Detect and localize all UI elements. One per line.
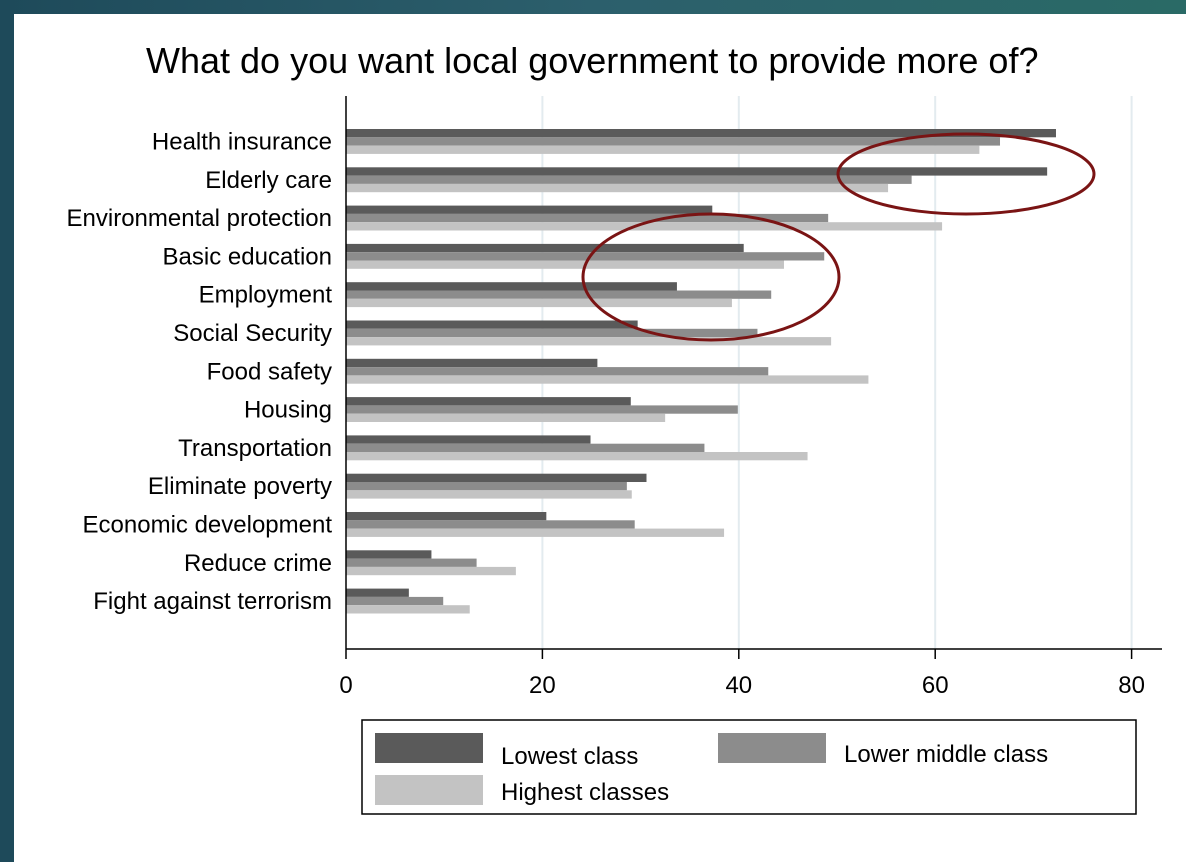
category-label-employment: Employment [199, 282, 333, 309]
bar-social-security-lower-middle-class [346, 328, 758, 338]
bar-eliminate-poverty-highest-classes [346, 490, 632, 499]
bar-basic-education-highest-classes [346, 260, 784, 269]
bar-employment-highest-classes [346, 298, 732, 308]
legend-label-highest-classes: Highest classes [501, 779, 669, 806]
highlight-ellipse-1 [836, 132, 1096, 216]
bar-transportation-highest-classes [346, 452, 808, 461]
legend-swatch-highest-classes [375, 775, 483, 805]
bar-fight-against-terrorism-highest-classes [346, 605, 470, 614]
category-label-transportation: Transportation [178, 435, 332, 462]
bar-environmental-protection-lowest-class [346, 205, 713, 214]
bar-economic-development-highest-classes [346, 528, 725, 537]
bar-reduce-crime-lower-middle-class [346, 558, 477, 567]
bar-environmental-protection-lower-middle-class [346, 213, 829, 223]
bar-housing-lower-middle-class [346, 405, 738, 414]
bar-housing-lowest-class [346, 397, 631, 406]
bar-housing-highest-classes [346, 413, 666, 422]
highlight-ellipse-2 [581, 212, 841, 342]
legend-swatch-lowest-class [375, 733, 483, 763]
category-label-environmental-protection: Environmental protection [67, 205, 332, 232]
legend-label-lowest-class: Lowest class [501, 743, 638, 770]
annotations [581, 132, 1096, 342]
category-label-economic-development: Economic development [83, 511, 333, 538]
category-label-elderly-care: Elderly care [205, 167, 332, 194]
legend-swatch-lower-middle-class [718, 733, 826, 763]
x-tick-label-60: 60 [922, 672, 949, 699]
category-label-fight-against-terrorism: Fight against terrorism [93, 588, 332, 615]
category-label-eliminate-poverty: Eliminate poverty [148, 473, 332, 500]
bars [346, 129, 1056, 614]
bar-basic-education-lower-middle-class [346, 252, 825, 261]
bar-basic-education-lowest-class [346, 243, 744, 253]
bar-transportation-lowest-class [346, 435, 591, 444]
x-tick-labels: 0 20 40 60 80 [339, 672, 1145, 699]
axes [345, 96, 1162, 659]
category-label-health-insurance: Health insurance [152, 128, 332, 155]
bar-employment-lowest-class [346, 282, 677, 291]
category-labels: Health insurance Elderly care Environmenta… [67, 128, 333, 615]
category-label-basic-education: Basic education [163, 243, 332, 270]
bar-economic-development-lower-middle-class [346, 520, 635, 529]
bar-food-safety-lowest-class [346, 358, 598, 368]
chart-title: What do you want local government to pro… [146, 40, 1038, 81]
legend: Lowest class Lower middle class Highest cl… [361, 719, 1137, 815]
bar-economic-development-lowest-class [346, 512, 547, 521]
category-label-housing: Housing [244, 397, 332, 424]
category-label-reduce-crime: Reduce crime [184, 550, 332, 577]
category-label-social-security: Social Security [173, 320, 332, 347]
slide-panel: What do you want local government to pro… [14, 14, 1186, 862]
bar-eliminate-poverty-lowest-class [346, 473, 647, 482]
bar-elderly-care-highest-classes [346, 183, 889, 193]
bar-social-security-lowest-class [346, 320, 638, 329]
bar-eliminate-poverty-lower-middle-class [346, 482, 627, 491]
bar-reduce-crime-lowest-class [346, 550, 432, 559]
bar-social-security-highest-classes [346, 337, 832, 346]
category-label-food-safety: Food safety [207, 358, 332, 385]
bar-health-insurance-highest-classes [346, 145, 980, 154]
legend-label-lower-middle-class: Lower middle class [844, 741, 1048, 768]
bar-elderly-care-lower-middle-class [346, 175, 912, 184]
bar-fight-against-terrorism-lower-middle-class [346, 596, 444, 606]
bar-fight-against-terrorism-lowest-class [346, 588, 409, 597]
bar-transportation-lower-middle-class [346, 443, 705, 452]
x-tick-label-80: 80 [1118, 672, 1145, 699]
x-tick-label-40: 40 [725, 672, 752, 699]
bar-employment-lower-middle-class [346, 290, 772, 299]
x-tick-label-0: 0 [339, 672, 352, 699]
bar-health-insurance-lowest-class [346, 129, 1056, 138]
bar-food-safety-lower-middle-class [346, 367, 769, 376]
bar-elderly-care-lowest-class [346, 167, 1048, 176]
bar-health-insurance-lower-middle-class [346, 137, 1001, 146]
bar-reduce-crime-highest-classes [346, 566, 516, 576]
bar-food-safety-highest-classes [346, 375, 869, 384]
x-tick-label-20: 20 [529, 672, 556, 699]
bar-environmental-protection-highest-classes [346, 222, 943, 231]
